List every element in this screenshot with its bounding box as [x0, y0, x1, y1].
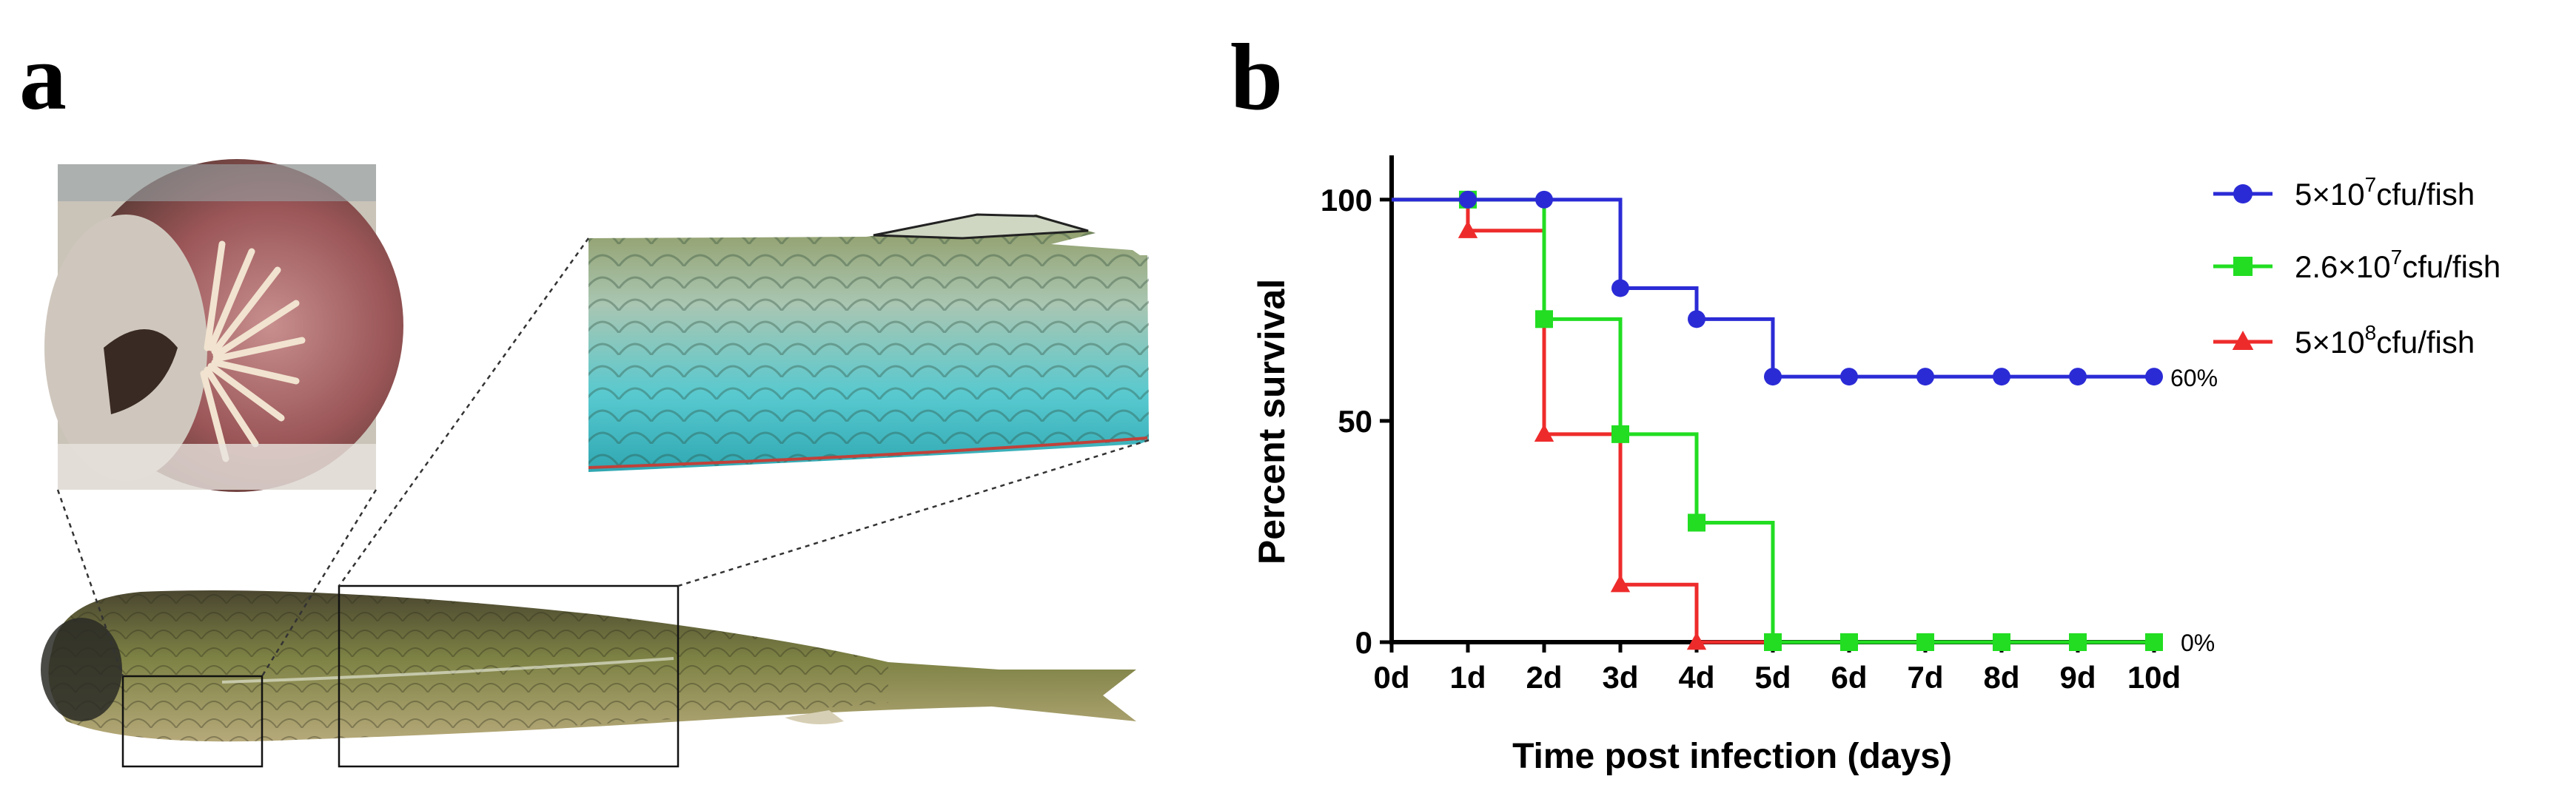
data-point-1-2 — [1535, 310, 1553, 328]
x-tick-label-8d: 8d — [1983, 660, 2019, 695]
data-point-1-10 — [2145, 633, 2163, 651]
chart-axes: 0d 1d 2d 3d 4d 5d 6d 7d 8d 9d 10d 0 50 100 — [1321, 155, 2181, 695]
x-tick-label-0d: 0d — [1373, 660, 1409, 695]
legend-marker-2 — [2232, 331, 2254, 351]
data-point-1-6 — [1840, 633, 1858, 651]
data-point-0-10 — [2145, 368, 2163, 386]
data-point-2-3 — [1610, 574, 1631, 593]
gill-lesion-photo — [44, 159, 403, 492]
x-tick-label-9d: 9d — [2059, 660, 2096, 695]
series-line-0 — [1392, 198, 2154, 379]
x-tick-label-10d: 10d — [2127, 660, 2181, 695]
x-tick-label-5d: 5d — [1754, 660, 1791, 695]
data-point-2-2 — [1534, 424, 1554, 442]
x-tick-label-2d: 2d — [1526, 660, 1562, 695]
end-label-60-percent: 60% — [2170, 365, 2218, 391]
data-point-0-4 — [1688, 310, 1705, 328]
gill-zoom-guide-left — [56, 489, 124, 677]
skin-zoom-guide-left — [338, 237, 590, 587]
panel-label-b: b — [1230, 24, 1284, 129]
series-circle-0 — [1392, 190, 2163, 386]
data-point-0-8 — [1993, 368, 2010, 386]
legend-marker-0 — [2233, 184, 2253, 203]
panel-label-a: a — [19, 24, 67, 129]
gill-region-box — [121, 675, 264, 768]
gill-zoom-guide-right — [261, 489, 378, 677]
x-tick-label-1d: 1d — [1449, 660, 1486, 695]
data-point-0-6 — [1840, 368, 1858, 386]
data-point-1-4 — [1688, 513, 1705, 532]
skin-zoom-guide-right — [677, 439, 1150, 587]
series-square-1 — [1392, 190, 2163, 651]
legend-label-1: 2.6×107cfu/fish — [2295, 246, 2500, 284]
data-point-0-5 — [1764, 368, 1782, 386]
x-tick-label-6d: 6d — [1831, 660, 1867, 695]
data-point-1-5 — [1764, 633, 1782, 651]
data-point-1-7 — [1916, 633, 1934, 651]
chart-series — [1392, 190, 2163, 651]
y-axis-label: Percent survival — [1251, 279, 1292, 564]
data-point-0-7 — [1916, 368, 1934, 386]
legend-marker-1 — [2233, 257, 2253, 276]
skin-lesion-photo — [588, 213, 1149, 472]
x-tick-label-7d: 7d — [1907, 660, 1943, 695]
data-point-0-1 — [1459, 190, 1477, 209]
x-tick-label-3d: 3d — [1602, 660, 1638, 695]
x-tick-label-4d: 4d — [1678, 660, 1714, 695]
legend: 5×107cfu/fish 2.6×107cfu/fish 5×108cfu/fis… — [2213, 173, 2500, 360]
y-tick-label-0: 0 — [1355, 625, 1372, 660]
data-point-0-9 — [2069, 368, 2087, 386]
data-point-2-4 — [1686, 632, 1707, 650]
data-point-1-9 — [2069, 633, 2087, 651]
legend-label-2: 5×108cfu/fish — [2295, 321, 2475, 360]
data-point-1-8 — [1993, 633, 2010, 651]
y-tick-label-100: 100 — [1321, 183, 1372, 218]
end-label-0-percent: 0% — [2181, 630, 2215, 656]
y-tick-label-50: 50 — [1338, 404, 1372, 439]
data-point-2-1 — [1458, 220, 1478, 238]
skin-region-box — [338, 584, 680, 768]
data-point-0-2 — [1535, 190, 1553, 209]
data-point-1-3 — [1611, 425, 1629, 443]
legend-label-0: 5×107cfu/fish — [2295, 173, 2475, 212]
data-point-0-3 — [1611, 279, 1629, 297]
series-line-1 — [1392, 198, 2154, 644]
x-axis-label: Time post infection (days) — [1512, 737, 1952, 776]
